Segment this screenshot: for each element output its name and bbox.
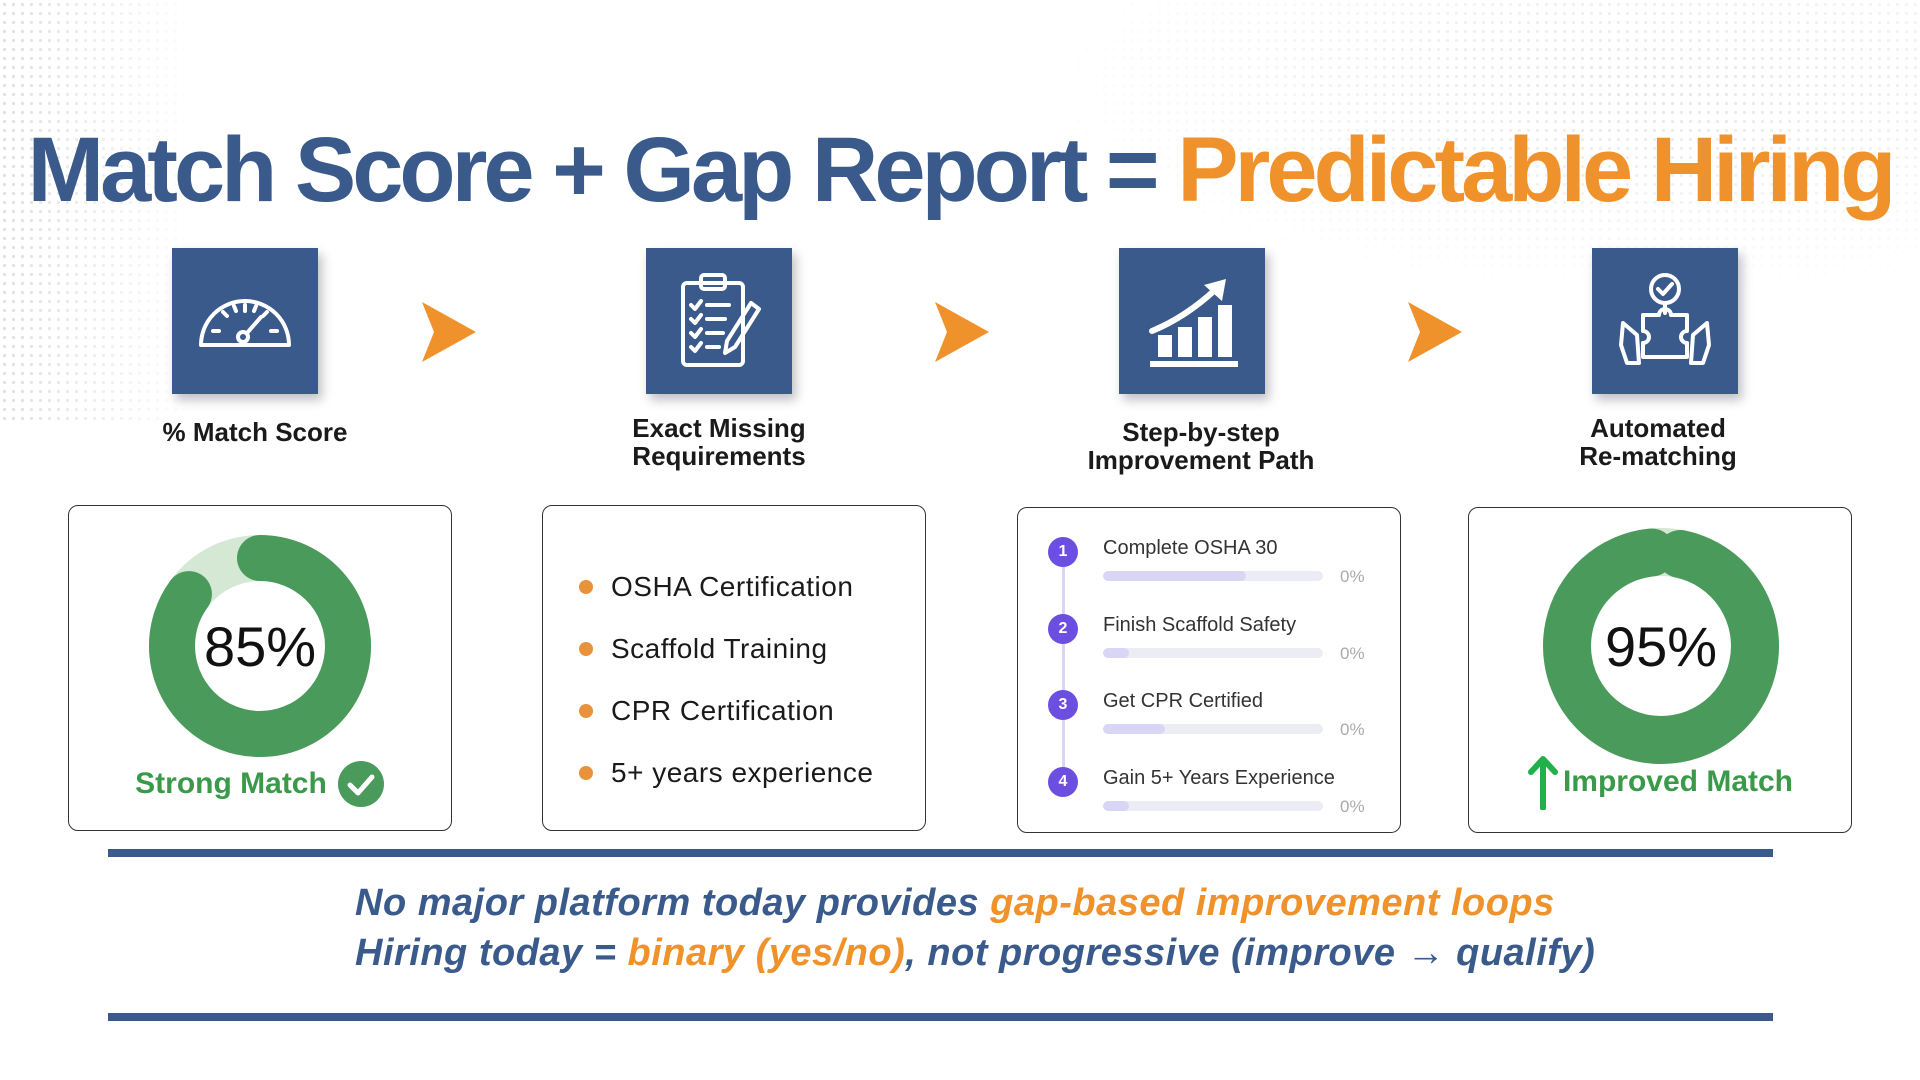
step-label-match-score: % Match Score [105, 418, 405, 446]
timeline-line [1062, 556, 1065, 786]
bullet-dot [579, 766, 593, 780]
path-step: 3 Get CPR Certified 0% [1048, 686, 1368, 756]
puzzle-hands-icon [1619, 273, 1711, 365]
step-rematching-tile [1592, 248, 1738, 394]
step-label-line: Exact Missing [632, 413, 806, 443]
list-item: OSHA Certification [579, 556, 873, 618]
divider-bottom [108, 1013, 1773, 1021]
step-text: Finish Scaffold Safety [1103, 614, 1297, 636]
progress-bar [1103, 724, 1323, 734]
requirements-list: OSHA Certification Scaffold Training CPR… [579, 556, 873, 804]
decorative-dot-pattern-left [0, 0, 200, 420]
step-improvement-path-tile [1119, 248, 1265, 394]
step-label-line: Requirements [632, 441, 806, 471]
step-number-badge: 1 [1048, 537, 1078, 567]
step-label-line: Re-matching [1579, 441, 1737, 471]
tagline-text: , not progressive (improve → qualify) [905, 932, 1596, 974]
strong-match-status: Strong Match [69, 760, 451, 808]
step-missing-requirements-tile [646, 248, 792, 394]
step-label-missing-requirements: Exact Missing Requirements [569, 414, 869, 470]
ring-progress [149, 535, 371, 757]
improvement-path-card: 1 Complete OSHA 30 0% 2 Finish Scaffold … [1017, 507, 1401, 833]
improved-match-status: Improved Match [1469, 754, 1851, 810]
rematch-score-ring: 95% [1541, 526, 1781, 766]
step-match-score-tile [172, 248, 318, 394]
path-step: 2 Finish Scaffold Safety 0% [1048, 610, 1368, 680]
match-score-value: 85% [203, 614, 317, 678]
step-label-rematching: Automated Re-matching [1508, 414, 1808, 470]
progress-percent: 0% [1340, 720, 1365, 739]
bullet-dot [579, 704, 593, 718]
step-text: Get CPR Certified [1103, 690, 1264, 712]
status-label: Improved Match [1562, 765, 1794, 798]
list-item: CPR Certification [579, 680, 873, 742]
divider-top [108, 849, 1773, 857]
tagline-text: No major platform today provides [355, 882, 991, 924]
title-main: Match Score + Gap Report = [27, 119, 1178, 221]
check-circle-icon [337, 761, 384, 807]
step-label-line: % Match Score [162, 417, 348, 447]
list-item: 5+ years experience [579, 742, 873, 804]
ring-progress [1543, 528, 1779, 764]
progress-fill [1103, 801, 1130, 811]
chevron-arrow-icon [422, 302, 476, 362]
chevron-arrow-icon [935, 302, 989, 362]
status-label: Strong Match [135, 767, 327, 800]
tagline-highlight: gap-based improvement loops [990, 882, 1555, 924]
requirement-text: OSHA Certification [611, 571, 854, 602]
progress-fill [1103, 724, 1165, 734]
progress-fill [1103, 648, 1130, 658]
step-number-badge: 4 [1048, 767, 1078, 797]
match-score-ring: 85% [140, 526, 380, 766]
requirement-text: 5+ years experience [611, 757, 874, 788]
tagline-text: Hiring today = [355, 932, 628, 974]
step-label-line: Automated [1590, 413, 1726, 443]
progress-fill [1103, 571, 1246, 581]
requirement-text: Scaffold Training [611, 633, 828, 664]
requirement-text: CPR Certification [611, 695, 835, 726]
title-accent: Predictable Hiring [1177, 119, 1896, 221]
rematch-score-card: 95% Improved Match [1468, 507, 1852, 833]
step-label-improvement-path: Step-by-step Improvement Path [1051, 418, 1351, 474]
progress-percent: 0% [1340, 797, 1365, 816]
step-text: Complete OSHA 30 [1103, 537, 1278, 559]
progress-bar [1103, 648, 1323, 658]
progress-bar [1103, 801, 1323, 811]
tagline-line-1: No major platform today provides gap-bas… [355, 882, 1555, 925]
progress-bar [1103, 571, 1323, 581]
step-number-badge: 3 [1048, 690, 1078, 720]
progress-percent: 0% [1340, 567, 1365, 586]
path-step: 1 Complete OSHA 30 0% [1048, 533, 1368, 603]
progress-percent: 0% [1340, 644, 1365, 663]
step-label-line: Step-by-step [1122, 417, 1280, 447]
bullet-dot [579, 642, 593, 656]
step-text: Gain 5+ Years Experience [1103, 767, 1335, 789]
step-number-badge: 2 [1048, 614, 1078, 644]
list-item: Scaffold Training [579, 618, 873, 680]
arrow-up-icon [1527, 756, 1558, 810]
missing-requirements-card: OSHA Certification Scaffold Training CPR… [542, 505, 926, 831]
tagline-highlight: binary (yes/no) [627, 932, 906, 974]
speedometer-icon [199, 299, 291, 347]
tagline-line-2: Hiring today = binary (yes/no), not prog… [355, 932, 1595, 975]
clipboard-checklist-icon [681, 273, 761, 367]
match-score-card: 85% Strong Match [68, 505, 452, 831]
page-title: Match Score + Gap Report = Predictable H… [0, 118, 1920, 223]
bullet-dot [579, 580, 593, 594]
step-label-line: Improvement Path [1087, 445, 1315, 475]
chevron-arrow-icon [1408, 302, 1462, 362]
path-step: 4 Gain 5+ Years Experience 0% [1048, 763, 1368, 833]
rematch-score-value: 95% [1604, 614, 1718, 678]
growth-chart-icon [1149, 279, 1238, 367]
